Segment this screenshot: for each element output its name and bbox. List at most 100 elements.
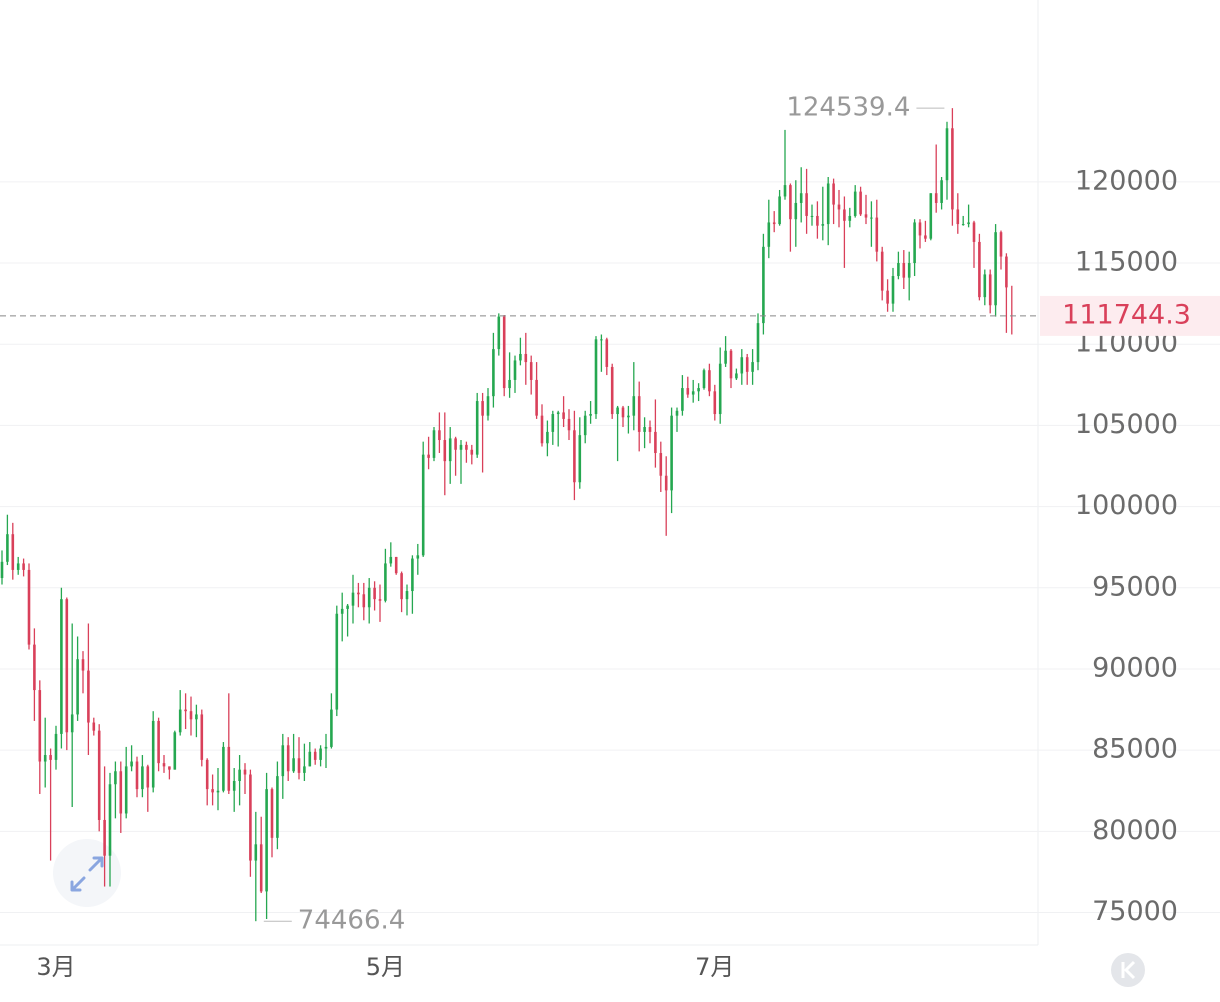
candle-body [848, 215, 852, 221]
candle-body [189, 711, 193, 720]
candle-body [708, 370, 711, 392]
max-label: 124539.4 [786, 93, 910, 123]
candle-body [254, 844, 258, 861]
candle-body [119, 771, 123, 814]
candle-body [772, 222, 776, 225]
candle-body [459, 444, 463, 450]
candle-body [864, 214, 868, 218]
candle-body [249, 774, 252, 861]
candle-body [697, 388, 700, 392]
candle-body [843, 209, 846, 221]
candle-body [389, 556, 393, 564]
candle-body [659, 453, 663, 476]
candle-body [956, 209, 960, 225]
candle-body [43, 755, 47, 762]
candle-body [303, 766, 306, 773]
candle-body [238, 769, 241, 782]
candle-body [562, 412, 565, 419]
candle-body [184, 709, 187, 712]
candle-body [313, 751, 317, 760]
candle-body [605, 339, 609, 367]
candle-body [292, 758, 295, 772]
candle-body [470, 449, 474, 455]
candle-body [367, 587, 371, 608]
candle-body [589, 414, 592, 416]
candle-body [762, 246, 765, 324]
candle-body [519, 353, 522, 361]
candle-body [756, 323, 760, 363]
candle-body [168, 766, 171, 770]
candle-body [124, 766, 128, 814]
candle-body [141, 766, 144, 790]
candle-body [454, 438, 457, 450]
k-button[interactable] [1111, 953, 1145, 987]
candle-body [789, 185, 792, 220]
candle-body [443, 440, 447, 462]
expand-icon[interactable] [70, 856, 104, 892]
candle-body [308, 751, 312, 767]
candle-body [897, 263, 900, 277]
candle-body [373, 587, 376, 600]
candle-body [38, 690, 42, 762]
candle-body [340, 608, 344, 614]
candle-body [427, 454, 430, 458]
candle-body [432, 430, 436, 458]
candle-body [681, 388, 684, 411]
candle-body [637, 396, 641, 432]
candle-body [211, 789, 214, 793]
candle-body [988, 274, 992, 306]
candle-body [16, 563, 20, 570]
candle-body [529, 362, 533, 380]
candle-body [821, 224, 825, 226]
candle-body [162, 763, 166, 767]
y-tick-label: 120000 [1075, 165, 1178, 196]
candle-body [891, 276, 895, 304]
candle-body [286, 745, 290, 772]
candle-body [805, 193, 808, 216]
candle-body [384, 563, 387, 601]
candle-body [540, 415, 544, 444]
candle-body [178, 709, 182, 733]
candle-body [999, 232, 1003, 257]
min-label: 74466.4 [298, 906, 406, 936]
candle-body [200, 714, 204, 760]
price-label-bg [1040, 295, 1220, 336]
y-tick-label: 100000 [1075, 490, 1178, 521]
candle-body [853, 191, 857, 216]
candle-body [945, 128, 949, 181]
candle-body [875, 217, 879, 252]
candle-body [27, 569, 31, 645]
y-tick-label: 105000 [1075, 409, 1178, 440]
candle-body [135, 761, 139, 790]
candle-body [0, 561, 4, 579]
candle-body [205, 759, 209, 790]
candle-body [686, 388, 690, 395]
candle-body [60, 599, 63, 734]
candle-body [934, 193, 938, 203]
y-tick-label: 115000 [1075, 247, 1178, 278]
candle-body [691, 391, 695, 395]
candle-body [22, 563, 25, 570]
candle-body [351, 592, 355, 606]
candle-body [924, 235, 927, 239]
candle-body [972, 222, 976, 242]
candle-body [297, 758, 301, 773]
candle-body [578, 435, 582, 483]
y-tick-label: 80000 [1092, 815, 1178, 846]
candle-body [810, 215, 814, 217]
candle-body [33, 644, 36, 691]
candle-body [724, 350, 727, 364]
candle-body [502, 316, 506, 389]
candle-body [832, 183, 835, 205]
candle-body [49, 755, 52, 760]
candle-body [378, 599, 382, 601]
candle-body [173, 732, 177, 770]
candle-body [87, 670, 90, 723]
candle-body [222, 746, 225, 791]
candle-body [535, 379, 538, 416]
k-icon[interactable] [1121, 960, 1136, 980]
candle-body [324, 746, 328, 749]
price-label: 111744.3 [1062, 299, 1191, 330]
candle-body [573, 430, 576, 483]
